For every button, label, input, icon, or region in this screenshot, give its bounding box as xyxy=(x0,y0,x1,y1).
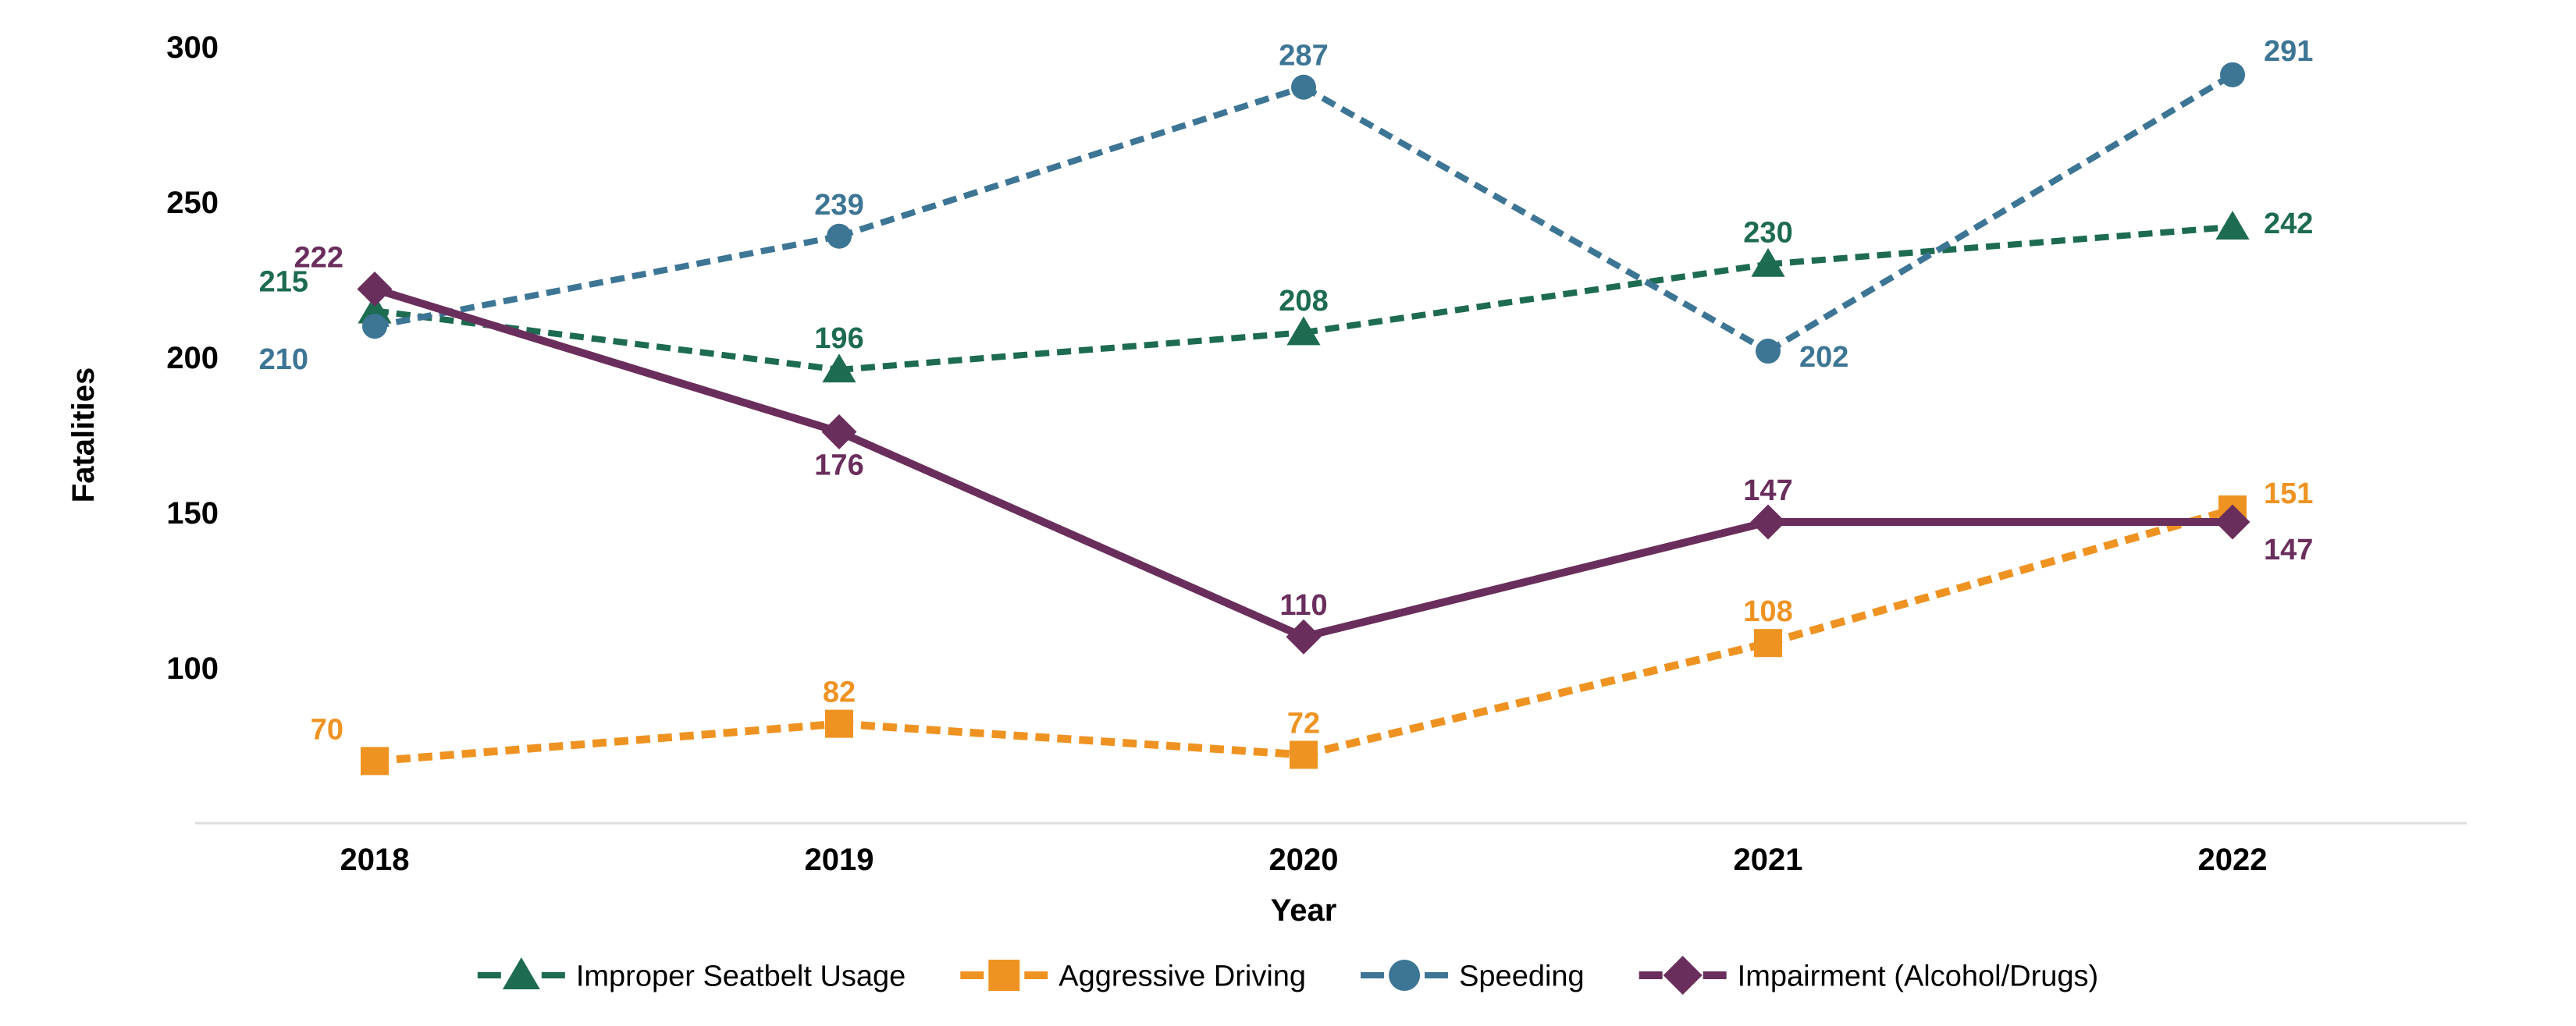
data-marker xyxy=(2220,62,2245,87)
data-marker xyxy=(2215,211,2249,240)
x-tick-label: 2019 xyxy=(805,843,874,877)
legend-label: Speeding xyxy=(1459,960,1585,992)
data-marker xyxy=(822,414,857,449)
series-line xyxy=(1304,87,1768,351)
series-line xyxy=(1304,643,1768,754)
series-line xyxy=(1768,227,2233,264)
data-label: 176 xyxy=(814,449,863,482)
data-label: 147 xyxy=(1743,474,1792,507)
legend-item: Improper Seatbelt Usage xyxy=(478,957,906,992)
series-line xyxy=(839,724,1304,755)
legend-item: Speeding xyxy=(1361,960,1585,992)
legend-label: Impairment (Alcohol/Drugs) xyxy=(1738,960,2098,992)
y-tick-label: 200 xyxy=(166,341,219,375)
data-label: 108 xyxy=(1743,595,1792,628)
y-axis-title: Fatalities xyxy=(66,367,101,502)
series-line xyxy=(839,87,1304,236)
data-label: 287 xyxy=(1279,40,1328,73)
data-label: 70 xyxy=(311,713,343,746)
data-label: 291 xyxy=(2264,35,2313,68)
x-tick-label: 2020 xyxy=(1269,843,1339,877)
data-label: 151 xyxy=(2264,477,2313,510)
data-marker xyxy=(362,314,387,339)
data-marker xyxy=(825,710,853,738)
data-label: 202 xyxy=(1799,341,1848,374)
data-marker xyxy=(1754,629,1782,657)
data-label: 242 xyxy=(2264,208,2313,240)
x-axis-title: Year xyxy=(1271,893,1337,928)
legend-label: Aggressive Driving xyxy=(1059,960,1306,992)
series-line xyxy=(375,724,839,762)
data-label: 110 xyxy=(1279,589,1327,622)
series-line xyxy=(1768,75,2233,351)
x-tick-label: 2018 xyxy=(340,843,410,877)
data-marker xyxy=(988,960,1019,991)
data-marker xyxy=(1291,75,1316,100)
x-tick-label: 2022 xyxy=(2198,843,2268,877)
y-tick-label: 300 xyxy=(166,30,219,65)
y-tick-label: 250 xyxy=(166,186,219,220)
series-line xyxy=(1304,522,1768,637)
data-label: 230 xyxy=(1743,217,1792,250)
x-tick-label: 2021 xyxy=(1734,843,1803,877)
data-marker xyxy=(503,957,540,989)
fatalities-line-chart: 100 150 200 250 300 Fatalities 2018 2019 2020 202… xyxy=(0,0,2576,1026)
legend-item: Impairment (Alcohol/Drugs) xyxy=(1639,956,2098,995)
data-label: 239 xyxy=(814,189,863,222)
data-marker xyxy=(1290,740,1318,769)
data-marker xyxy=(1756,339,1781,364)
data-label: 82 xyxy=(823,676,856,709)
data-marker xyxy=(1751,504,1786,539)
series-group: 215196208230242 xyxy=(259,208,2314,382)
series-group: 210 239 287 202 291 xyxy=(259,35,2314,376)
data-marker xyxy=(361,747,389,775)
series-line xyxy=(1304,264,1768,333)
series-line xyxy=(1768,509,2233,643)
data-label: 196 xyxy=(814,322,863,355)
data-marker xyxy=(1389,960,1420,991)
data-marker xyxy=(827,224,852,249)
data-label: 208 xyxy=(1279,285,1328,318)
y-tick-label: 100 xyxy=(166,651,219,686)
data-marker xyxy=(358,272,393,307)
series-line xyxy=(839,332,1304,370)
data-label: 222 xyxy=(294,241,343,274)
chart-svg: 100 150 200 250 300 Fatalities 2018 2019 2020 202… xyxy=(0,0,2576,1026)
legend-label: Improper Seatbelt Usage xyxy=(576,960,906,992)
legend-item: Aggressive Driving xyxy=(960,960,1306,992)
data-label: 72 xyxy=(1287,707,1320,740)
data-marker xyxy=(1286,620,1322,655)
y-tick-label: 150 xyxy=(166,496,219,531)
data-marker xyxy=(1663,956,1703,995)
data-label: 147 xyxy=(2264,534,2313,566)
series-line xyxy=(839,432,1304,637)
data-label: 210 xyxy=(259,343,308,376)
